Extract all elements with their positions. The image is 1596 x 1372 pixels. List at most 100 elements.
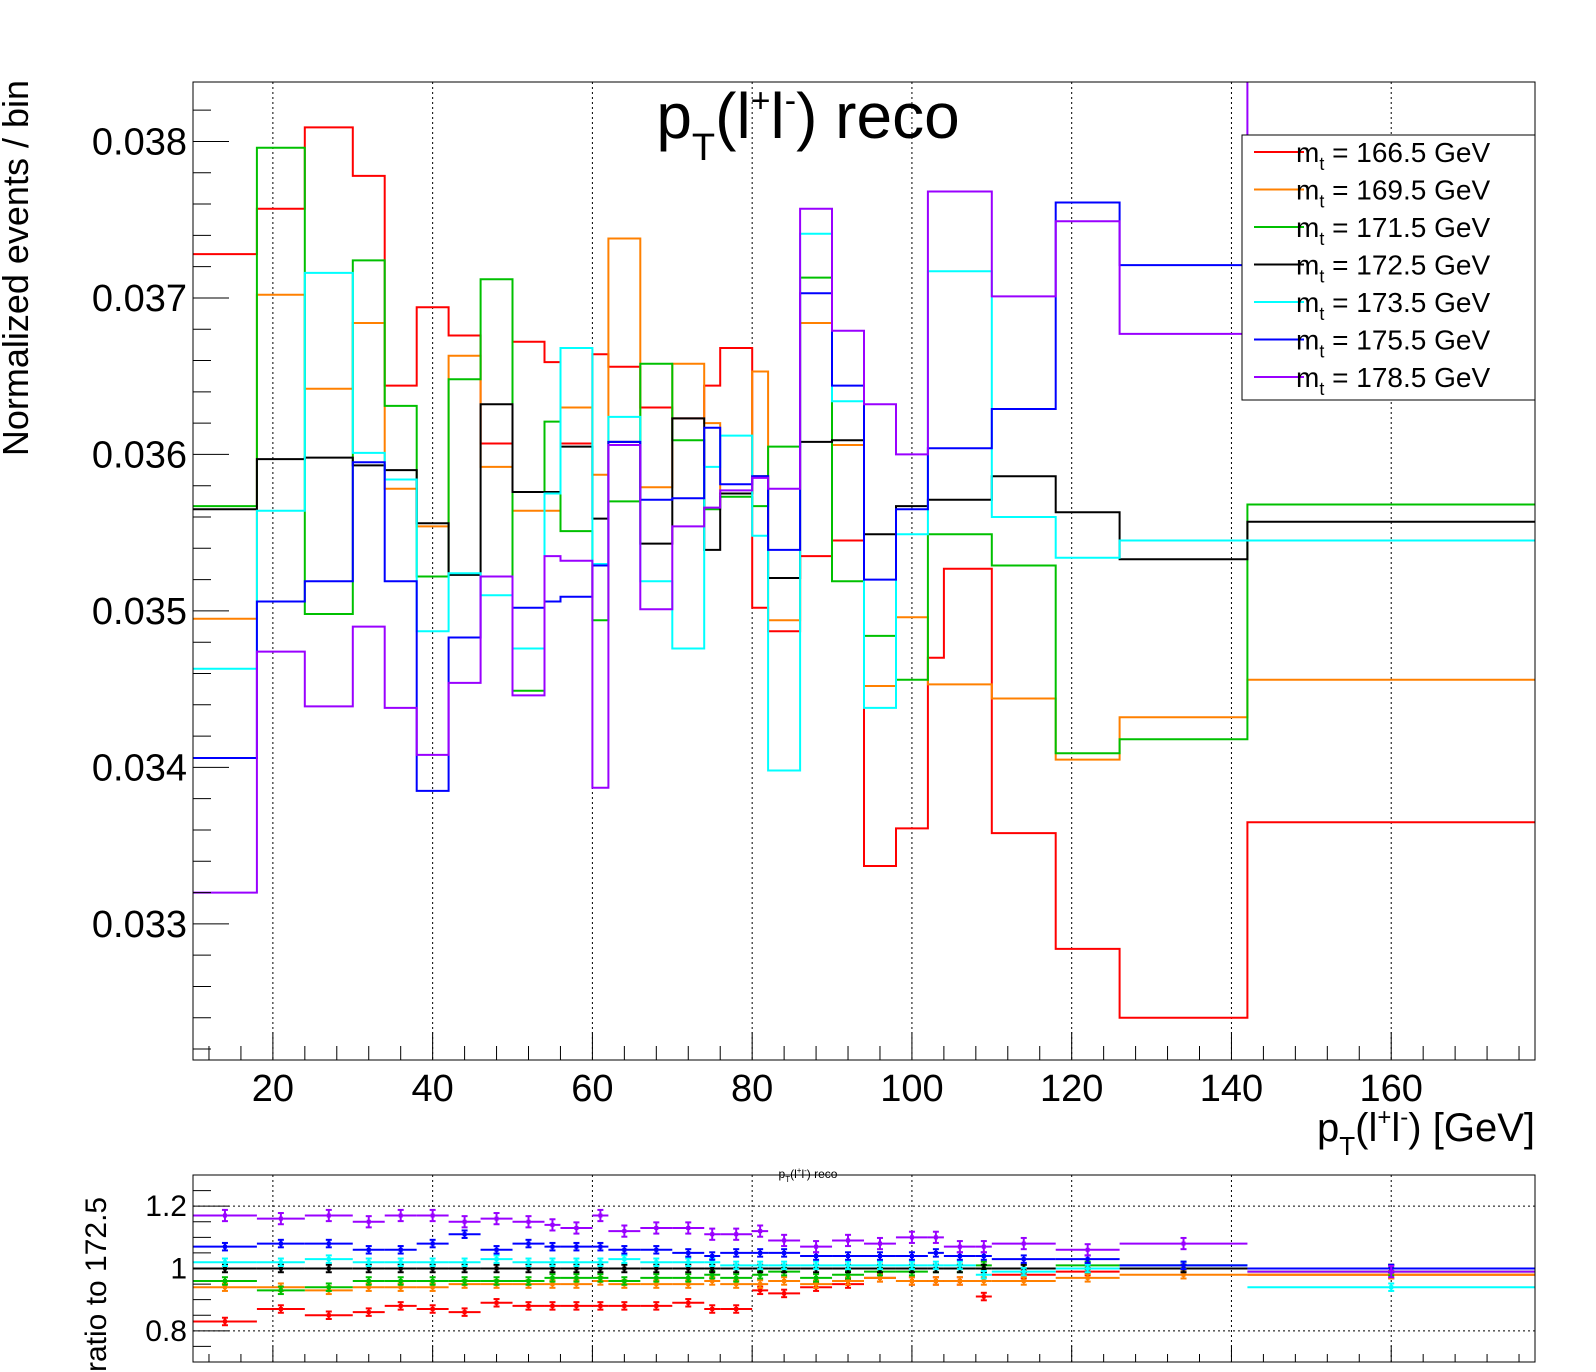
ratio-title-open: (l [790, 1167, 797, 1181]
legend-label: mt = 172.5 GeV [1296, 250, 1490, 287]
ratio-point-marker [1085, 1247, 1090, 1252]
ratio-title-base: p [779, 1167, 786, 1181]
ratio-point-marker [494, 1278, 499, 1283]
ratio-point-marker [398, 1260, 403, 1265]
ratio-point-marker [526, 1278, 531, 1283]
ratio-title-mid: l [801, 1167, 804, 1181]
ratio-point-marker [710, 1232, 715, 1237]
ratio-point-marker [574, 1260, 579, 1265]
ratio-point-marker [710, 1307, 715, 1312]
y-tick-label: 0.036 [92, 434, 187, 476]
ratio-point-marker [526, 1303, 531, 1308]
ratio-point-marker [526, 1266, 531, 1271]
ratio-point-marker [278, 1216, 283, 1221]
legend-label: mt = 169.5 GeV [1296, 175, 1490, 212]
ratio-point-marker [526, 1219, 531, 1224]
ratio-point-marker [957, 1244, 962, 1249]
ratio-point-marker [326, 1313, 331, 1318]
ratio-point-marker [278, 1260, 283, 1265]
ratio-point-marker [846, 1238, 851, 1243]
x-tick-label: 60 [571, 1068, 613, 1110]
ratio-point-marker [814, 1254, 819, 1259]
x-tick-label: 120 [1040, 1068, 1103, 1110]
ratio-point-marker [278, 1288, 283, 1293]
ratio-point-marker [933, 1235, 938, 1240]
ratio-point-marker [398, 1278, 403, 1283]
x-tick-label: 100 [880, 1068, 943, 1110]
ratio-y-axis-label: ratio to 172.5 [80, 1197, 113, 1372]
y-tick-label: 0.034 [92, 747, 187, 789]
ratio-point-marker [366, 1278, 371, 1283]
ratio-point-marker [814, 1282, 819, 1287]
title-mid: l [771, 80, 785, 152]
y-tick-label: 0.035 [92, 591, 187, 633]
histogram-series-6 [193, 82, 1249, 894]
ratio-point-marker [654, 1247, 659, 1252]
ratio-point-marker [462, 1260, 467, 1265]
xlabel-sub: T [1339, 1131, 1355, 1161]
ratio-point-marker [398, 1213, 403, 1218]
ratio-point-marker [933, 1250, 938, 1255]
ratio-point-marker [877, 1275, 882, 1280]
ratio-point-marker [430, 1285, 435, 1290]
ratio-point-marker [957, 1278, 962, 1283]
ratio-point-marker [1021, 1257, 1026, 1262]
ratio-point-marker [710, 1254, 715, 1259]
ratio-point-marker [710, 1272, 715, 1277]
ratio-series-1 [193, 1269, 1535, 1296]
ratio-point-marker [598, 1275, 603, 1280]
ratio-point-marker [654, 1266, 659, 1271]
ratio-point-marker [550, 1244, 555, 1249]
ratio-point-marker [1389, 1285, 1394, 1290]
ratio-point-marker [366, 1285, 371, 1290]
main-panel: 20 40 60 80 100 120 140 160 0.033 0.034 0.035 0.036… [0, 80, 1536, 1161]
ratio-point-marker [758, 1250, 763, 1255]
ratio-point-marker [710, 1266, 715, 1271]
xlabel-open: (l [1355, 1106, 1377, 1150]
ratio-axes: 0.8 1 1.2 [145, 1190, 1520, 1362]
legend-label: mt = 175.5 GeV [1296, 325, 1490, 362]
ratio-point-marker [654, 1303, 659, 1308]
ratio-point-marker [622, 1303, 627, 1308]
ratio-point-marker [957, 1254, 962, 1259]
ratio-point-marker [398, 1303, 403, 1308]
ratio-point-marker [877, 1241, 882, 1246]
chart-title: pT(l+l-) reco [656, 80, 959, 169]
ratio-point-marker [494, 1266, 499, 1271]
ratio-point-marker [598, 1266, 603, 1271]
ratio-points [193, 1208, 1535, 1327]
ratio-point-marker [1085, 1257, 1090, 1262]
ratio-point-marker [1021, 1278, 1026, 1283]
xlabel-sup2: - [1400, 1104, 1408, 1131]
ratio-point-marker [366, 1310, 371, 1315]
ratio-point-marker [430, 1266, 435, 1271]
ratio-point-marker [981, 1278, 986, 1283]
ratio-point-marker [398, 1266, 403, 1271]
ratio-point-marker [494, 1257, 499, 1262]
ratio-point-marker [758, 1282, 763, 1287]
histogram-series-4 [193, 232, 1535, 772]
legend-label: mt = 178.5 GeV [1296, 362, 1490, 399]
ratio-point-marker [278, 1241, 283, 1246]
title-sup2: - [785, 82, 796, 120]
ratio-point-marker [494, 1216, 499, 1221]
x-tick-label: 20 [252, 1068, 294, 1110]
ratio-point-marker [326, 1257, 331, 1262]
ratio-point-marker [654, 1260, 659, 1265]
ratio-point-marker [814, 1244, 819, 1249]
x-tick-label: 40 [412, 1068, 454, 1110]
ratio-point-marker [550, 1303, 555, 1308]
ratio-point-marker [686, 1266, 691, 1271]
ratio-point-marker [574, 1266, 579, 1271]
title-open: (l [715, 80, 751, 152]
ratio-point-marker [686, 1300, 691, 1305]
ratio-point-marker [222, 1244, 227, 1249]
ratio-point-marker [758, 1229, 763, 1234]
legend-label: mt = 171.5 GeV [1296, 212, 1490, 249]
ratio-point-marker [574, 1275, 579, 1280]
ratio-point-marker [734, 1250, 739, 1255]
y-tick-label: 0.037 [92, 278, 187, 320]
ratio-point-marker [981, 1244, 986, 1249]
ratio-point-marker [462, 1219, 467, 1224]
